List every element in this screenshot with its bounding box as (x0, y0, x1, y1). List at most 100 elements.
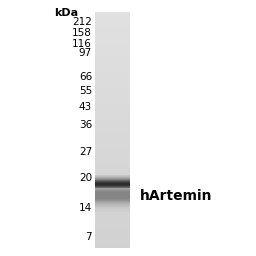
Bar (95, 137, 130, 138)
Bar (95, 247, 130, 248)
Bar (95, 106, 130, 107)
Bar (95, 148, 130, 149)
Bar (95, 65, 130, 66)
Bar (95, 122, 130, 123)
Bar (95, 83, 130, 84)
Bar (95, 182, 130, 183)
Bar (95, 165, 130, 166)
Bar (95, 72, 130, 73)
Bar (95, 242, 130, 243)
Bar (95, 146, 130, 147)
Bar (95, 25, 130, 26)
Bar (95, 172, 130, 173)
Bar (95, 235, 130, 236)
Bar (95, 55, 130, 56)
Bar (95, 119, 130, 120)
Bar (95, 105, 130, 106)
Bar (95, 185, 130, 186)
Bar (95, 208, 130, 209)
Bar (95, 239, 130, 240)
Bar (95, 212, 130, 213)
Bar (95, 35, 130, 36)
Bar (95, 109, 130, 110)
Bar (95, 103, 130, 104)
Bar (95, 17, 130, 18)
Bar (95, 62, 130, 63)
Bar (95, 23, 130, 24)
Bar (95, 245, 130, 246)
Bar (95, 96, 130, 97)
Bar (95, 33, 130, 34)
Bar (95, 228, 130, 229)
Bar (95, 93, 130, 94)
Bar (95, 184, 130, 185)
Bar (95, 210, 130, 211)
Bar (95, 127, 130, 128)
Bar (95, 89, 130, 90)
Text: 20: 20 (79, 173, 92, 183)
Bar (95, 128, 130, 129)
Bar (95, 244, 130, 245)
Bar (95, 15, 130, 16)
Bar (95, 133, 130, 134)
Bar (95, 92, 130, 93)
Bar (95, 150, 130, 151)
Bar (95, 18, 130, 19)
Bar (95, 138, 130, 139)
Bar (95, 201, 130, 202)
Bar (95, 69, 130, 70)
Bar (95, 215, 130, 216)
Bar (95, 230, 130, 231)
Bar (95, 219, 130, 220)
Bar (95, 108, 130, 109)
Bar (95, 27, 130, 28)
Bar (95, 160, 130, 161)
Text: 66: 66 (79, 72, 92, 82)
Bar (95, 101, 130, 102)
Bar (95, 21, 130, 22)
Bar (95, 192, 130, 193)
Bar (95, 222, 130, 223)
Bar (95, 124, 130, 125)
Bar (95, 236, 130, 237)
Bar (95, 151, 130, 152)
Bar (95, 189, 130, 190)
Bar (95, 86, 130, 87)
Bar (95, 143, 130, 144)
Bar (95, 52, 130, 53)
Bar (95, 63, 130, 64)
Bar (95, 16, 130, 17)
Text: 212: 212 (72, 17, 92, 27)
Bar (95, 94, 130, 95)
Bar (95, 204, 130, 205)
Bar (95, 30, 130, 31)
Bar (95, 206, 130, 207)
Bar (95, 176, 130, 177)
Bar (95, 73, 130, 74)
Bar (95, 164, 130, 165)
Text: 27: 27 (79, 147, 92, 157)
Bar (95, 80, 130, 81)
Bar (95, 112, 130, 113)
Bar (95, 77, 130, 78)
Bar (95, 111, 130, 112)
Text: 14: 14 (79, 203, 92, 213)
Bar (95, 130, 130, 131)
Bar (95, 209, 130, 210)
Bar (95, 155, 130, 156)
Bar (95, 95, 130, 96)
Bar (95, 232, 130, 233)
Bar (95, 38, 130, 39)
Bar (95, 134, 130, 135)
Bar (95, 231, 130, 232)
Bar (95, 241, 130, 242)
Bar (95, 115, 130, 116)
Bar (95, 238, 130, 239)
Bar (95, 47, 130, 48)
Bar (95, 144, 130, 145)
Bar (95, 82, 130, 83)
Bar (95, 12, 130, 13)
Bar (95, 190, 130, 191)
Bar (95, 24, 130, 25)
Bar (95, 159, 130, 160)
